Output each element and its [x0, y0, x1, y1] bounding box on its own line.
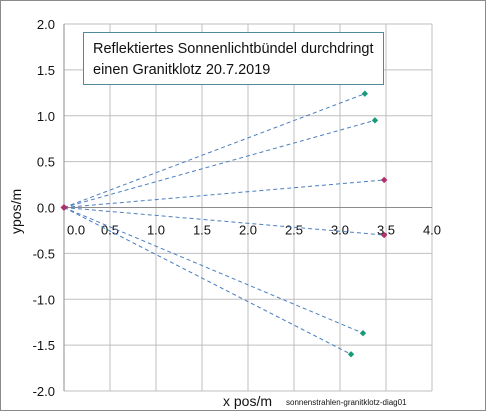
origin-point	[60, 204, 68, 211]
ray-line	[63, 179, 385, 208]
chart-title-line-2: einen Granitklotz 20.7.2019	[93, 62, 271, 78]
ray-lines	[63, 93, 385, 355]
x-tick-label: 3.5	[377, 223, 395, 238]
x-axis-label: x pos/m	[223, 393, 272, 409]
y-tick-label: 2.0	[37, 17, 55, 32]
y-axis-label: ypos/m	[8, 189, 24, 234]
y-tick-label: 1.0	[37, 109, 55, 124]
ray-end-point	[371, 117, 379, 124]
ray-end-point	[380, 176, 388, 184]
y-tick-label: -2.0	[33, 384, 55, 399]
ray-end-point	[380, 231, 388, 239]
chart-title-line-1: Reflektiertes Sonnenlichtbündel durchdri…	[93, 41, 374, 57]
x-tick-label: 1.0	[147, 223, 165, 238]
ray-line	[63, 207, 352, 355]
x-tick-label: 3.0	[331, 223, 349, 238]
tick-labels: 2.01.51.00.50.0-0.5-1.0-1.5-2.00.0 0.5 1.0…	[33, 17, 441, 399]
y-tick-label: 1.5	[37, 63, 55, 78]
y-tick-label: -1.0	[33, 292, 55, 307]
ray-end-point	[347, 351, 355, 358]
y-tick-label: 0.0	[37, 201, 55, 216]
ray-end-point	[359, 329, 367, 337]
ray-end-point	[361, 90, 369, 97]
ray-line	[63, 93, 366, 208]
chart-caption: sonnenstrahlen-granitklotz-diag01	[286, 398, 407, 407]
data-points	[60, 90, 388, 358]
chart-title-box: Reflektiertes Sonnenlichtbündel durchdri…	[83, 32, 384, 85]
x-tick-label: 2.5	[285, 223, 303, 238]
ray-line	[63, 119, 376, 208]
x-tick-label: 1.5	[193, 223, 211, 238]
y-tick-label: -0.5	[33, 246, 55, 261]
ray-line	[63, 207, 364, 334]
x-tick-label: 2.0	[239, 223, 257, 238]
x-tick-label: 0.0	[67, 223, 85, 238]
y-tick-label: -1.5	[33, 338, 55, 353]
y-tick-label: 0.5	[37, 155, 55, 170]
x-tick-label: 4.0	[423, 223, 441, 238]
ray-line	[63, 207, 385, 236]
